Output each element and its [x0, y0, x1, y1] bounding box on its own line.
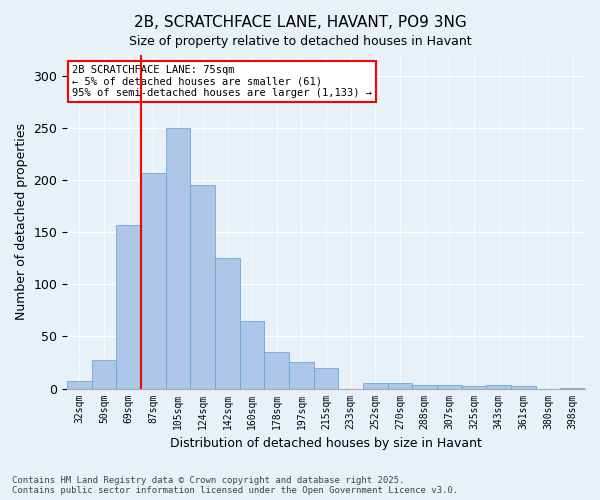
Bar — [462, 386, 487, 388]
Text: Size of property relative to detached houses in Havant: Size of property relative to detached ho… — [128, 35, 472, 48]
Bar — [511, 386, 536, 388]
Text: 2B, SCRATCHFACE LANE, HAVANT, PO9 3NG: 2B, SCRATCHFACE LANE, HAVANT, PO9 3NG — [134, 15, 466, 30]
Bar — [67, 382, 92, 388]
Bar — [92, 360, 116, 388]
Text: 2B SCRATCHFACE LANE: 75sqm
← 5% of detached houses are smaller (61)
95% of semi-: 2B SCRATCHFACE LANE: 75sqm ← 5% of detac… — [73, 65, 373, 98]
Bar — [289, 362, 314, 388]
Bar — [265, 352, 289, 389]
Bar — [116, 225, 141, 388]
Bar — [215, 258, 240, 388]
Bar — [388, 384, 412, 388]
Y-axis label: Number of detached properties: Number of detached properties — [15, 124, 28, 320]
Bar — [166, 128, 190, 388]
Bar — [437, 386, 462, 388]
Bar — [240, 321, 265, 388]
Text: Contains HM Land Registry data © Crown copyright and database right 2025.
Contai: Contains HM Land Registry data © Crown c… — [12, 476, 458, 495]
Bar — [487, 386, 511, 388]
Bar — [363, 384, 388, 388]
X-axis label: Distribution of detached houses by size in Havant: Distribution of detached houses by size … — [170, 437, 482, 450]
Bar — [141, 173, 166, 388]
Bar — [314, 368, 338, 388]
Bar — [412, 386, 437, 388]
Bar — [190, 186, 215, 388]
